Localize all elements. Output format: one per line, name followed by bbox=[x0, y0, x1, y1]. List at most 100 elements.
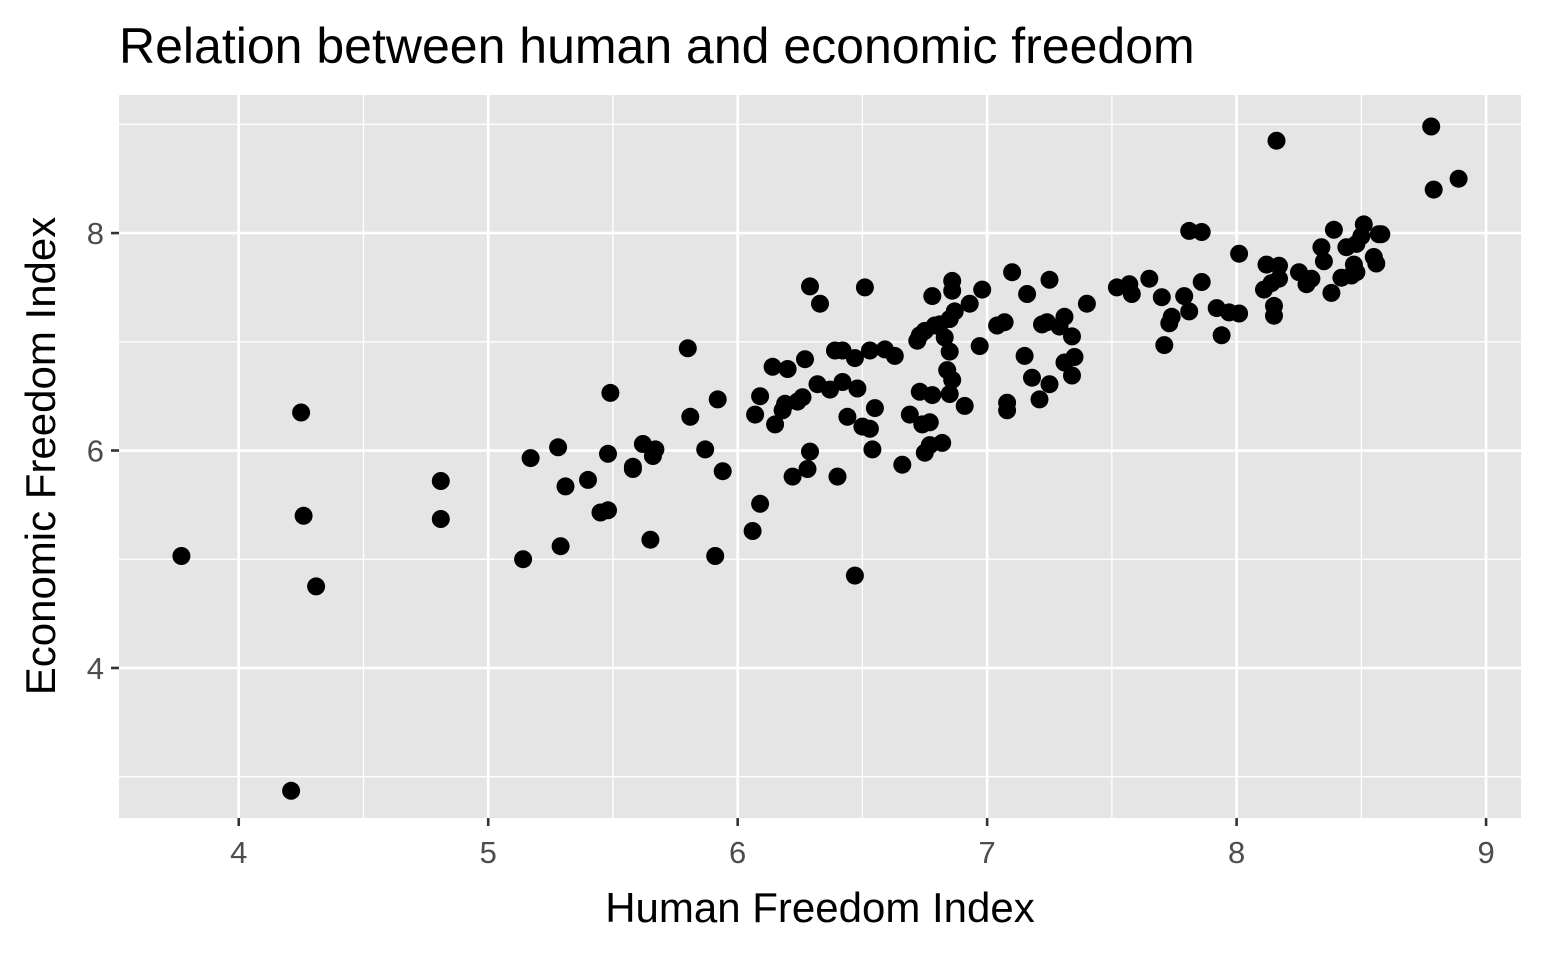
data-point bbox=[811, 294, 829, 313]
data-point bbox=[1055, 307, 1074, 326]
y-axis-title: Economic Freedom Index bbox=[17, 217, 64, 696]
data-point bbox=[828, 467, 847, 486]
data-point bbox=[1152, 288, 1171, 307]
data-point bbox=[1270, 256, 1288, 275]
data-point bbox=[713, 462, 732, 481]
data-point bbox=[943, 370, 962, 389]
minor-gridlines bbox=[119, 95, 1521, 818]
data-point bbox=[1040, 375, 1059, 394]
data-point bbox=[696, 440, 715, 459]
data-point bbox=[798, 460, 817, 478]
data-point bbox=[1140, 269, 1159, 288]
data-point bbox=[678, 339, 697, 358]
tick-labels: 4 5 6 7 8 9 4 6 8 bbox=[87, 216, 1495, 870]
x-tick-label: 9 bbox=[1477, 835, 1494, 870]
data-point bbox=[1122, 285, 1141, 303]
data-point bbox=[796, 350, 814, 369]
data-point bbox=[973, 280, 992, 299]
data-point bbox=[855, 278, 874, 297]
data-point bbox=[641, 530, 660, 549]
data-point bbox=[1030, 390, 1049, 409]
data-point bbox=[1367, 254, 1386, 273]
data-point bbox=[294, 506, 313, 525]
data-point bbox=[1192, 223, 1211, 241]
data-point bbox=[1354, 215, 1373, 234]
data-point bbox=[601, 383, 620, 402]
data-point bbox=[172, 547, 191, 565]
data-point bbox=[1212, 326, 1231, 345]
data-point bbox=[943, 271, 962, 290]
data-point bbox=[923, 386, 942, 405]
data-point bbox=[763, 357, 782, 376]
data-point bbox=[1175, 287, 1194, 306]
data-point bbox=[955, 396, 974, 415]
data-point bbox=[1003, 263, 1022, 282]
data-point bbox=[793, 388, 812, 407]
data-point bbox=[995, 313, 1014, 332]
data-point bbox=[307, 577, 326, 596]
data-point bbox=[900, 405, 919, 424]
data-point bbox=[646, 440, 665, 459]
data-point bbox=[860, 419, 879, 438]
data-point bbox=[1322, 283, 1341, 302]
data-point bbox=[1063, 366, 1081, 385]
data-point bbox=[1324, 220, 1343, 239]
data-point bbox=[1077, 294, 1096, 313]
data-point bbox=[845, 566, 864, 585]
data-point bbox=[1230, 304, 1249, 323]
data-point bbox=[1230, 244, 1249, 263]
data-point bbox=[885, 346, 904, 365]
data-point bbox=[1270, 269, 1288, 288]
data-point bbox=[1023, 368, 1041, 387]
data-point bbox=[960, 294, 979, 313]
data-point bbox=[970, 337, 989, 356]
data-point bbox=[1449, 169, 1468, 188]
axis-ticks bbox=[111, 231, 1488, 826]
data-point bbox=[599, 501, 617, 520]
data-point bbox=[1302, 269, 1321, 288]
data-point bbox=[1312, 238, 1331, 257]
data-point bbox=[1347, 263, 1366, 282]
data-point bbox=[801, 277, 819, 296]
data-point bbox=[783, 467, 802, 486]
data-point bbox=[998, 401, 1017, 420]
data-point bbox=[801, 442, 819, 461]
data-point bbox=[1155, 336, 1174, 355]
data-point bbox=[838, 407, 857, 426]
data-point bbox=[1040, 270, 1059, 289]
data-point bbox=[431, 472, 450, 490]
data-point bbox=[1372, 225, 1391, 244]
x-axis-title: Human Freedom Index bbox=[605, 884, 1035, 931]
y-tick-label: 6 bbox=[87, 434, 104, 469]
x-tick-label: 6 bbox=[729, 835, 746, 870]
data-point bbox=[848, 379, 867, 398]
data-point bbox=[746, 405, 765, 424]
data-point bbox=[1265, 296, 1283, 315]
x-tick-label: 8 bbox=[1228, 835, 1245, 870]
data-point bbox=[893, 455, 912, 474]
data-point bbox=[778, 360, 797, 378]
data-point bbox=[1180, 302, 1199, 321]
data-point bbox=[579, 470, 597, 489]
data-point bbox=[766, 415, 785, 434]
data-point bbox=[681, 407, 700, 426]
data-point bbox=[940, 385, 959, 403]
data-point bbox=[1424, 180, 1443, 199]
data-point bbox=[549, 438, 568, 457]
data-point bbox=[1192, 273, 1211, 291]
data-point bbox=[945, 302, 964, 321]
x-tick-label: 7 bbox=[979, 835, 996, 870]
data-point bbox=[935, 328, 954, 347]
y-tick-label: 8 bbox=[87, 216, 104, 251]
data-point bbox=[431, 510, 450, 528]
data-point bbox=[1018, 285, 1037, 303]
data-point bbox=[1162, 307, 1181, 326]
data-point bbox=[282, 781, 301, 800]
data-point bbox=[1063, 327, 1081, 346]
data-point bbox=[863, 440, 882, 459]
data-point bbox=[514, 550, 533, 569]
data-point bbox=[751, 494, 770, 513]
chart-title: Relation between human and economic free… bbox=[119, 18, 1195, 74]
plot-panel bbox=[119, 95, 1521, 818]
